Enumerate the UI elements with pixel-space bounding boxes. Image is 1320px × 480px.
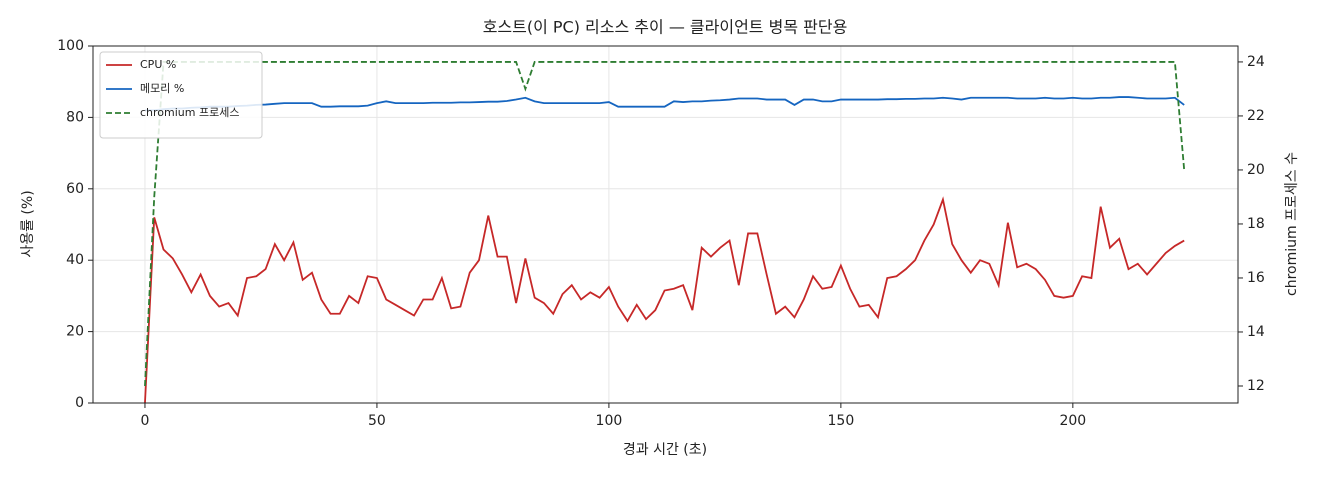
y-tick-label: 80 xyxy=(66,109,84,125)
chart-title: 호스트(이 PC) 리소스 추이 — 클라이언트 병목 판단용 xyxy=(483,18,848,37)
y2-tick-label: 12 xyxy=(1247,378,1265,394)
legend-box xyxy=(99,51,263,139)
y-tick-label: 0 xyxy=(75,395,84,411)
plot-frame xyxy=(92,45,1239,404)
x-tick-label: 50 xyxy=(368,413,386,429)
y2-tick-label: 14 xyxy=(1247,324,1265,340)
y2-tick-label: 24 xyxy=(1247,54,1265,70)
legend-label: 메모리 % xyxy=(140,82,184,95)
y2-tick-label: 22 xyxy=(1247,108,1265,124)
legend-label: CPU % xyxy=(140,58,176,71)
x-tick-label: 0 xyxy=(141,413,150,429)
y-tick-label: 40 xyxy=(66,252,84,268)
x-tick-label: 100 xyxy=(596,413,623,429)
series-line xyxy=(144,96,1185,112)
x-tick-label: 200 xyxy=(1059,413,1086,429)
y2-axis-label: chromium 프로세스 수 xyxy=(1284,152,1300,296)
series-line xyxy=(144,61,1186,387)
y-tick-label: 60 xyxy=(66,181,84,197)
y-tick-label: 20 xyxy=(66,324,84,340)
y2-tick-label: 16 xyxy=(1247,270,1265,286)
legend-label: chromium 프로세스 xyxy=(140,106,239,119)
x-tick-label: 150 xyxy=(828,413,855,429)
legend: CPU % 메모리 % chromium 프로세스 xyxy=(99,51,263,139)
x-axis-label: 경과 시간 (초) xyxy=(623,442,707,458)
y-axis-label: 사용률 (%) xyxy=(20,190,36,257)
series-line xyxy=(144,196,1185,404)
y2-tick-label: 20 xyxy=(1247,162,1265,178)
y-tick-label: 100 xyxy=(57,38,84,54)
y2-tick-label: 18 xyxy=(1247,216,1265,232)
